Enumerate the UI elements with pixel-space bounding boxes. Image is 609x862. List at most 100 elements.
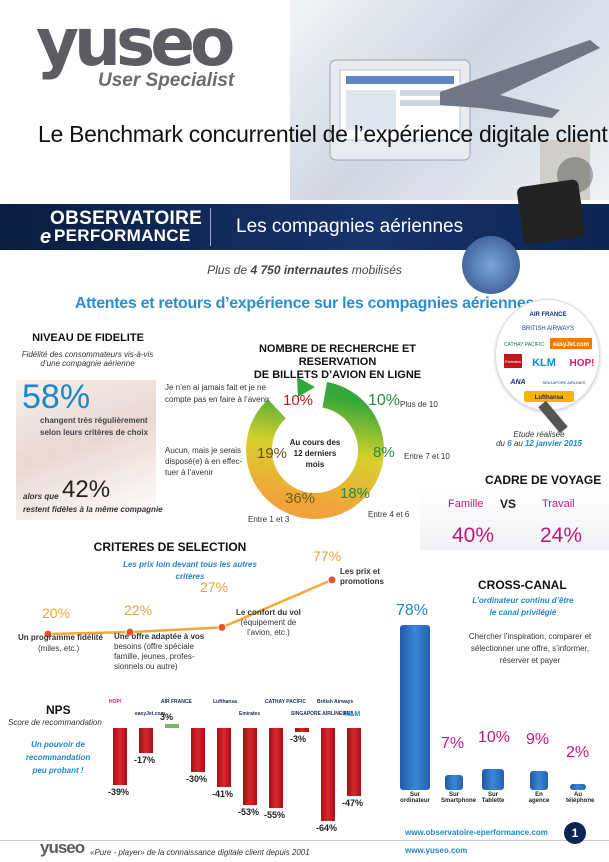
crit-label-4: Les prix et promotions <box>340 567 384 586</box>
footer-tagline: «Pure - player» de la connaissance digit… <box>90 848 310 857</box>
cross-label-3: Sur Tablette <box>481 792 505 804</box>
donut-label-1-3: Entre 1 et 3 <box>248 515 290 524</box>
search-title: NOMBRE DE RECHERCHE ET RESERVATION DE BIL… <box>253 343 422 381</box>
airline-logo-emirates: Emirates <box>505 359 521 364</box>
nps-value-6: -53% <box>238 806 260 817</box>
cross-bar-5 <box>570 784 586 790</box>
cross-value-5: 2% <box>566 744 590 761</box>
airline-logos: AIR FRANCE BRITISH AIRWAYS CATHAY PACIFI… <box>495 299 600 411</box>
study-period: Etude réalisée du 6 au 12 janvier 2015 <box>496 430 582 448</box>
cadre-left-pct: 40% <box>452 524 495 547</box>
brand-logo: yuseo <box>36 4 235 81</box>
cross-label-1: Sur ordinateur <box>400 792 430 804</box>
departures-board-icon <box>516 178 586 246</box>
donut-center-3: mois <box>306 460 325 469</box>
footer-url-observatoire[interactable]: www.observatoire-eperformance.com <box>405 828 548 837</box>
donut-value-7-10: 8% <box>373 444 395 461</box>
nps-note: Un pouvoir de recommandation peu probant ! <box>25 740 91 775</box>
footer-divider <box>0 840 609 841</box>
crit-point-2 <box>125 627 135 637</box>
criteres-line-chart <box>43 575 337 639</box>
cross-description: Chercher l’inspiration, comparer et sélec… <box>468 632 592 665</box>
airline-logo-klm: KLM <box>532 357 556 369</box>
cross-label-4: En agence <box>528 792 550 804</box>
nps-bar-7 <box>269 728 283 808</box>
nps-brand-1: HOP! <box>109 699 122 705</box>
cadre-vs: VS <box>500 497 517 511</box>
banner-title: Les compagnies aériennes <box>236 216 464 237</box>
nps-brand-6: Emirates <box>239 711 261 717</box>
cross-value-2: 7% <box>441 735 465 753</box>
performance-label: PERFORMANCE <box>54 226 191 245</box>
fidelity-change-text: changent très régulièrement selon leurs c… <box>40 416 149 437</box>
nps-value-2: -17% <box>134 754 156 765</box>
cadre-plane-bg <box>420 490 609 550</box>
airline-logo-ba: BRITISH AIRWAYS <box>522 326 574 332</box>
donut-label-plus10: Plus de 10 <box>400 400 438 409</box>
fidelity-photo <box>16 380 156 520</box>
cross-bar-chart: 78% Sur ordinateur 7% Sur Smartphone 10% Sur Tab… <box>390 600 609 830</box>
cross-title: CROSS-CANAL <box>478 578 567 592</box>
crit-label-2: Une offre adaptée à vos besoins (offre sp… <box>114 632 205 671</box>
crit-value-1: 20% <box>42 605 71 621</box>
crit-value-4: 77% <box>313 548 342 564</box>
nps-value-4: -30% <box>186 773 208 784</box>
nps-bar-1 <box>113 728 127 785</box>
footer-url-yuseo[interactable]: www.yuseo.com <box>405 846 468 855</box>
airline-logo-hop: HOP! <box>570 358 595 369</box>
cross-subtitle: L’ordinateur continu d’être le canal priv… <box>472 596 574 617</box>
nps-bar-chart: -39% HOP! -17% easyJet.com 3% AIR FRANCE -30% -… <box>105 695 375 833</box>
criteres-subtitle: Les prix loin devant tous les autres crit… <box>123 560 257 581</box>
nps-title: NPS <box>46 703 71 717</box>
airline-logo-ana: ANA <box>509 379 525 386</box>
donut-center-2: 12 derniers <box>294 449 337 458</box>
intro-text: Plus de 4 750 internautes mobilisés <box>207 263 402 277</box>
nps-bar-10 <box>347 728 361 797</box>
brand-tagline: User Specialist <box>98 70 235 91</box>
crit-point-1 <box>43 629 53 639</box>
suitcase-icon <box>462 236 520 294</box>
crit-value-2: 22% <box>124 602 153 618</box>
fidelity-subtitle: Fidélité des consommateurs vis-à-vis d’un… <box>21 350 154 368</box>
hero-image <box>290 0 609 200</box>
nps-brand-5: Lufthansa <box>213 699 237 705</box>
donut-center-1: Au cours des <box>290 438 341 447</box>
nps-brand-3: AIR FRANCE <box>161 699 192 705</box>
banner-divider <box>210 208 211 246</box>
page-number: 1 <box>564 822 586 844</box>
nps-bar-2 <box>139 728 153 753</box>
cross-bar-3 <box>482 768 504 790</box>
donut-label-jamais: Je n’en ai jamais fait et je ne compte pa… <box>165 383 270 404</box>
observatoire-label: OBSERVATOIRE <box>50 208 203 229</box>
nps-value-8: -3% <box>290 734 307 745</box>
donut-label-aucun: Aucun, mais je serais disposé(e) à en eff… <box>165 446 243 477</box>
cross-value-3: 10% <box>478 728 511 746</box>
cross-bar-2 <box>445 775 463 790</box>
cross-bar-4 <box>530 770 548 790</box>
donut-value-plus10: 10% <box>368 392 400 409</box>
fidelity-pct-loyal: 42% <box>62 476 111 503</box>
nps-brand-8: SINGAPORE AIRLINES <box>291 711 346 717</box>
fidelity-title: NIVEAU DE FIDELITE <box>32 332 144 344</box>
nps-value-5: -41% <box>212 789 234 800</box>
airline-logo-easyjet: easyJet.com <box>553 342 589 348</box>
nps-subtitle: Score de recommandation <box>8 718 102 727</box>
nps-brand-7: CATHAY PACIFIC <box>265 699 306 705</box>
nps-brand-9: British Airways <box>317 699 354 705</box>
cadre-left-label: Famille <box>448 498 484 510</box>
cadre-right-label: Travail <box>542 498 575 510</box>
cross-bar-1 <box>400 625 430 790</box>
cross-label-2: Sur Smartphone <box>441 792 477 804</box>
nps-value-7: -55% <box>264 809 286 820</box>
cross-value-4: 9% <box>526 730 550 748</box>
cross-value-1: 78% <box>396 602 429 619</box>
fidelity-alors: alors que <box>23 492 59 501</box>
fidelity-loyal-text: restent fidèles à la même compagnie <box>23 505 163 514</box>
airline-logo-singapore: SINGAPORE AIRLINES <box>543 380 586 385</box>
footer-logo: yuseo <box>40 838 85 857</box>
donut-value-4-6: 18% <box>340 485 370 502</box>
nps-bar-3 <box>165 723 179 728</box>
donut-value-1-3: 36% <box>285 490 315 507</box>
nps-bar-9 <box>321 728 335 821</box>
cadre-title: CADRE DE VOYAGE <box>485 473 602 487</box>
